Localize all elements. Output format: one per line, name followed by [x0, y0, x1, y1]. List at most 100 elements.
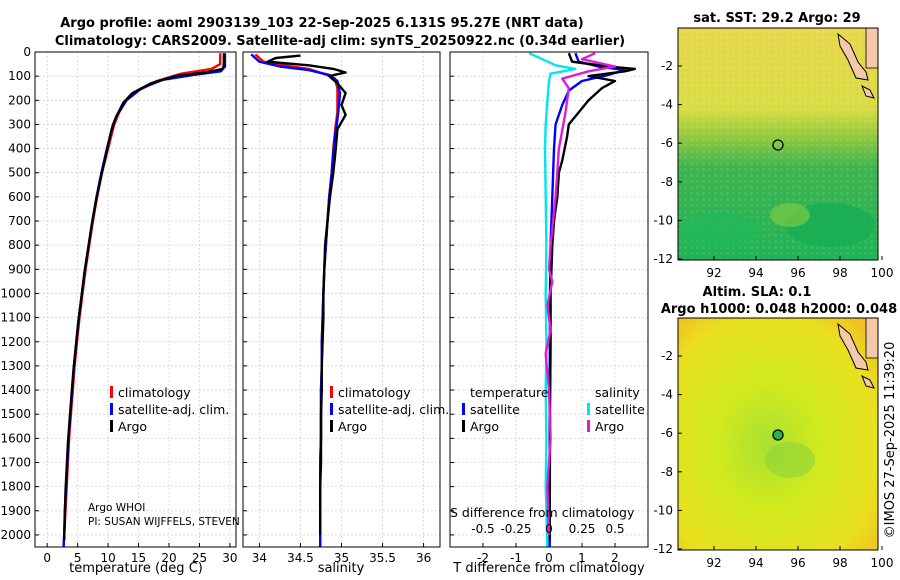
x-tick-label: 1 — [578, 551, 586, 565]
map-y-tick-label: -12 — [653, 542, 673, 556]
x-tick-label: 10 — [100, 551, 115, 565]
legend-swatch-satellite — [110, 403, 113, 415]
depth-tick-label: 600 — [8, 190, 31, 204]
map-x-tick-label: 98 — [832, 266, 847, 280]
depth-tick-label: 400 — [8, 142, 31, 156]
copyright-stamp: ©IMOS 27-Sep-2025 11:39:20 — [883, 342, 898, 539]
map-y-tick-label: -4 — [661, 388, 673, 402]
map-x-tick-label: 92 — [706, 266, 721, 280]
depth-tick-label: 700 — [8, 214, 31, 228]
depth-tick-label: 900 — [8, 262, 31, 276]
sla-island-coast — [861, 374, 875, 389]
legend-swatch-sal-satellite — [587, 403, 590, 415]
legend-climatology: climatology — [338, 385, 411, 400]
sst-cool-patch — [680, 212, 760, 248]
series-line-satellite-adj-clim- — [62, 53, 227, 548]
temperature-xlabel: temperature (deg C) — [69, 561, 203, 576]
legend-sal-satellite: satellite — [595, 402, 645, 417]
axes-frame — [242, 51, 441, 548]
depth-tick-label: 1200 — [0, 335, 31, 349]
x-tick-label: 35 — [334, 551, 349, 565]
x-tick-label: 30 — [222, 551, 237, 565]
series-line-climatology — [254, 53, 339, 547]
x-tick-label: 35.5 — [369, 551, 396, 565]
map-x-tick-label: 92 — [706, 556, 721, 570]
salinity-xlabel: salinity — [318, 561, 365, 576]
series-line-argo — [266, 54, 347, 535]
difference-panel: -2 -1 0 1 2 — [449, 51, 649, 565]
sla-mainland-coast — [865, 317, 879, 359]
x-tick-label: 36 — [416, 551, 431, 565]
salinity-panel: 34 34.5 35 35.5 36 — [242, 51, 441, 565]
difference-legend: temperature satellite Argo salinity sate… — [462, 385, 645, 434]
depth-tick-label: 200 — [8, 93, 31, 107]
depth-tick-label: 1900 — [0, 504, 31, 518]
series-line-climatology — [62, 53, 222, 548]
legend-temp-satellite: satellite — [470, 402, 520, 417]
title-line-1: Argo profile: aoml 2903139_103 22-Sep-20… — [60, 16, 584, 31]
s-tick: -0.25 — [500, 522, 531, 536]
legend-argo: Argo — [338, 419, 367, 434]
depth-tick-label: 0 — [23, 45, 31, 59]
title-line-2: Climatology: CARS2009. Satellite-adj cli… — [55, 34, 625, 49]
legend-swatch-temp-satellite — [462, 403, 465, 415]
map-y-tick-label: -10 — [653, 213, 673, 227]
depth-tick-label: 1600 — [0, 431, 31, 445]
legend-temp-argo: Argo — [470, 419, 499, 434]
x-tick-label: -2 — [477, 551, 489, 565]
map-x-tick-label: 98 — [832, 556, 847, 570]
map-x-tick-label: 96 — [790, 266, 805, 280]
x-tick-label: 2 — [611, 551, 619, 565]
legend-climatology: climatology — [118, 385, 191, 400]
legend-swatch-argo — [330, 420, 333, 432]
legend-swatch-climatology — [110, 386, 113, 398]
depth-tick-label: 100 — [8, 69, 31, 83]
salinity-legend: climatology satellite-adj. clim. Argo — [330, 385, 449, 434]
legend-sal-argo: Argo — [595, 419, 624, 434]
x-tick-label: -1 — [510, 551, 522, 565]
x-tick-label: 15 — [131, 551, 146, 565]
map-x-tick-label: 96 — [790, 556, 805, 570]
depth-tick-label: 1800 — [0, 480, 31, 494]
s-tick: 0.5 — [605, 522, 624, 536]
sla-low-patch — [765, 442, 815, 478]
sst-argo-location-marker — [772, 139, 784, 151]
legend-swatch-sal-argo — [587, 420, 590, 432]
axes-frame — [34, 51, 237, 548]
x-tick-label: 34.5 — [287, 551, 314, 565]
argo-pi: PI: SUSAN WIJFFELS, STEVEN — [88, 516, 240, 528]
difference-xlabel: T difference from climatology — [452, 561, 645, 576]
series-line-salinity-argo — [544, 52, 617, 535]
s-tick: 0.25 — [569, 522, 596, 536]
salinity-difference-ticks: -0.5 -0.25 0 0.25 0.5 — [471, 522, 624, 536]
sla-frame — [677, 317, 879, 551]
sst-map-title: sat. SST: 29.2 Argo: 29 — [693, 11, 860, 26]
depth-tick-label: 800 — [8, 238, 31, 252]
map-x-tick-label: 100 — [871, 556, 894, 570]
series-line-argo — [63, 53, 225, 540]
sla-island-coast — [837, 322, 869, 371]
map-x-tick-label: 94 — [748, 556, 763, 570]
map-y-tick-label: -12 — [653, 252, 673, 266]
temperature-panel: 0 5 10 15 20 25 30 — [34, 51, 238, 565]
series-line-satellite-adj-clim- — [250, 53, 342, 547]
sst-island-coast — [837, 32, 869, 81]
depth-tick-label: 2000 — [0, 528, 31, 542]
legend-argo: Argo — [118, 419, 147, 434]
sst-frame — [677, 27, 879, 261]
map-y-tick-label: -6 — [661, 136, 673, 150]
axes-frame — [449, 51, 649, 548]
depth-tick-label: 1500 — [0, 407, 31, 421]
sla-map-subtitle: Argo h1000: 0.048 h2000: 0.048 — [661, 302, 897, 317]
map-y-tick-label: -8 — [661, 465, 673, 479]
x-tick-label: 34 — [252, 551, 267, 565]
x-tick-label: 20 — [161, 551, 176, 565]
series-line-salinity-satellite — [528, 52, 577, 548]
temperature-legend: climatology satellite-adj. clim. Argo — [110, 385, 229, 434]
map-y-tick-label: -6 — [661, 426, 673, 440]
x-tick-label: 0 — [43, 551, 51, 565]
argo-owner: Argo WHOI — [88, 502, 145, 514]
sst-island-coast — [861, 84, 875, 99]
depth-axis: 0 100 200 300 400 500 600 700 800 900 1000 1100 1200… — [0, 45, 31, 542]
